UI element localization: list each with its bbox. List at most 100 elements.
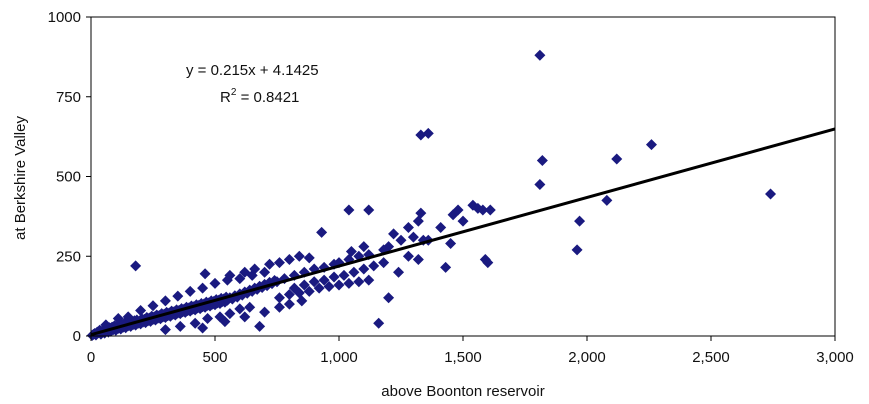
x-tick-label: 1,000 bbox=[320, 349, 358, 366]
data-point bbox=[482, 257, 494, 269]
data-point bbox=[333, 279, 345, 291]
data-point bbox=[303, 252, 315, 264]
data-point bbox=[402, 222, 414, 234]
data-point bbox=[159, 295, 171, 307]
data-point bbox=[293, 250, 305, 262]
trendline-equation: y = 0.215x + 4.1425 bbox=[186, 62, 319, 79]
data-point bbox=[358, 241, 370, 253]
data-point bbox=[313, 282, 325, 294]
data-point bbox=[393, 266, 405, 278]
x-axis-ticks: 0 500 1,000 1,500 2,000 2,500 3,000 bbox=[87, 336, 854, 366]
r2-value: = 0.8421 bbox=[236, 89, 299, 106]
y-tick-label: 750 bbox=[56, 89, 81, 106]
x-tick-label: 3,000 bbox=[816, 349, 854, 366]
data-point bbox=[415, 207, 427, 219]
data-point bbox=[184, 285, 196, 297]
data-point bbox=[412, 253, 424, 265]
data-point bbox=[273, 292, 285, 304]
data-point bbox=[147, 300, 159, 312]
data-point bbox=[645, 139, 657, 151]
data-point bbox=[452, 204, 464, 216]
x-axis-title: above Boonton reservoir bbox=[381, 383, 544, 400]
x-tick-label: 0 bbox=[87, 349, 95, 366]
data-point bbox=[440, 261, 452, 273]
data-point bbox=[338, 269, 350, 281]
data-point bbox=[345, 245, 357, 257]
data-point bbox=[407, 231, 419, 243]
data-point bbox=[611, 153, 623, 165]
data-point bbox=[574, 215, 586, 227]
data-point bbox=[457, 215, 469, 227]
data-point bbox=[378, 257, 390, 269]
r2-prefix: R bbox=[220, 89, 231, 106]
x-tick-label: 2,500 bbox=[692, 349, 730, 366]
data-point bbox=[343, 204, 355, 216]
data-point bbox=[373, 317, 385, 329]
data-point bbox=[234, 273, 246, 285]
data-point bbox=[293, 287, 305, 299]
data-point bbox=[435, 222, 447, 234]
data-point bbox=[368, 260, 380, 272]
data-point bbox=[765, 188, 777, 200]
data-point bbox=[363, 204, 375, 216]
data-point bbox=[353, 276, 365, 288]
data-point bbox=[348, 266, 360, 278]
data-point bbox=[283, 289, 295, 301]
data-point bbox=[283, 253, 295, 265]
data-point bbox=[244, 301, 256, 313]
r2-superscript: 2 bbox=[231, 87, 237, 98]
data-point bbox=[122, 311, 134, 323]
data-point bbox=[601, 194, 613, 206]
x-tick-label: 500 bbox=[202, 349, 227, 366]
data-point bbox=[445, 237, 457, 249]
data-point bbox=[343, 277, 355, 289]
data-point bbox=[239, 266, 251, 278]
data-point bbox=[308, 276, 320, 288]
data-point bbox=[388, 228, 400, 240]
data-point bbox=[172, 290, 184, 302]
x-tick-label: 1,500 bbox=[444, 349, 482, 366]
data-point bbox=[197, 322, 209, 334]
y-axis-title: at Berkshire Valley bbox=[12, 116, 29, 240]
data-point bbox=[395, 234, 407, 246]
y-tick-label: 0 bbox=[73, 328, 81, 345]
data-point bbox=[536, 155, 548, 167]
data-point bbox=[484, 204, 496, 216]
data-point bbox=[358, 263, 370, 275]
data-point bbox=[249, 263, 261, 275]
data-point bbox=[383, 292, 395, 304]
data-point bbox=[209, 277, 221, 289]
data-point bbox=[174, 320, 186, 332]
data-point bbox=[422, 127, 434, 139]
data-point bbox=[159, 324, 171, 336]
data-point bbox=[219, 316, 231, 328]
y-tick-label: 1000 bbox=[48, 9, 81, 26]
data-point bbox=[197, 282, 209, 294]
data-point bbox=[234, 303, 246, 315]
data-point bbox=[415, 129, 427, 141]
data-point bbox=[477, 204, 489, 216]
data-point bbox=[202, 312, 214, 324]
trend-line bbox=[90, 127, 836, 337]
data-point bbox=[303, 285, 315, 297]
data-point bbox=[323, 281, 335, 293]
data-point bbox=[239, 311, 251, 323]
r-squared-label: R2 = 0.8421 bbox=[220, 87, 299, 106]
data-point bbox=[189, 317, 201, 329]
x-tick-label: 2,000 bbox=[568, 349, 606, 366]
data-point bbox=[363, 274, 375, 286]
data-point bbox=[534, 49, 546, 61]
data-point bbox=[402, 250, 414, 262]
data-point bbox=[534, 178, 546, 190]
data-point bbox=[224, 269, 236, 281]
data-point bbox=[254, 320, 266, 332]
data-point bbox=[259, 306, 271, 318]
data-point bbox=[316, 226, 328, 238]
data-point bbox=[328, 271, 340, 283]
data-point bbox=[224, 308, 236, 320]
y-axis-ticks: 0 250 500 750 1000 bbox=[48, 9, 91, 345]
data-point bbox=[571, 244, 583, 256]
data-point bbox=[259, 266, 271, 278]
